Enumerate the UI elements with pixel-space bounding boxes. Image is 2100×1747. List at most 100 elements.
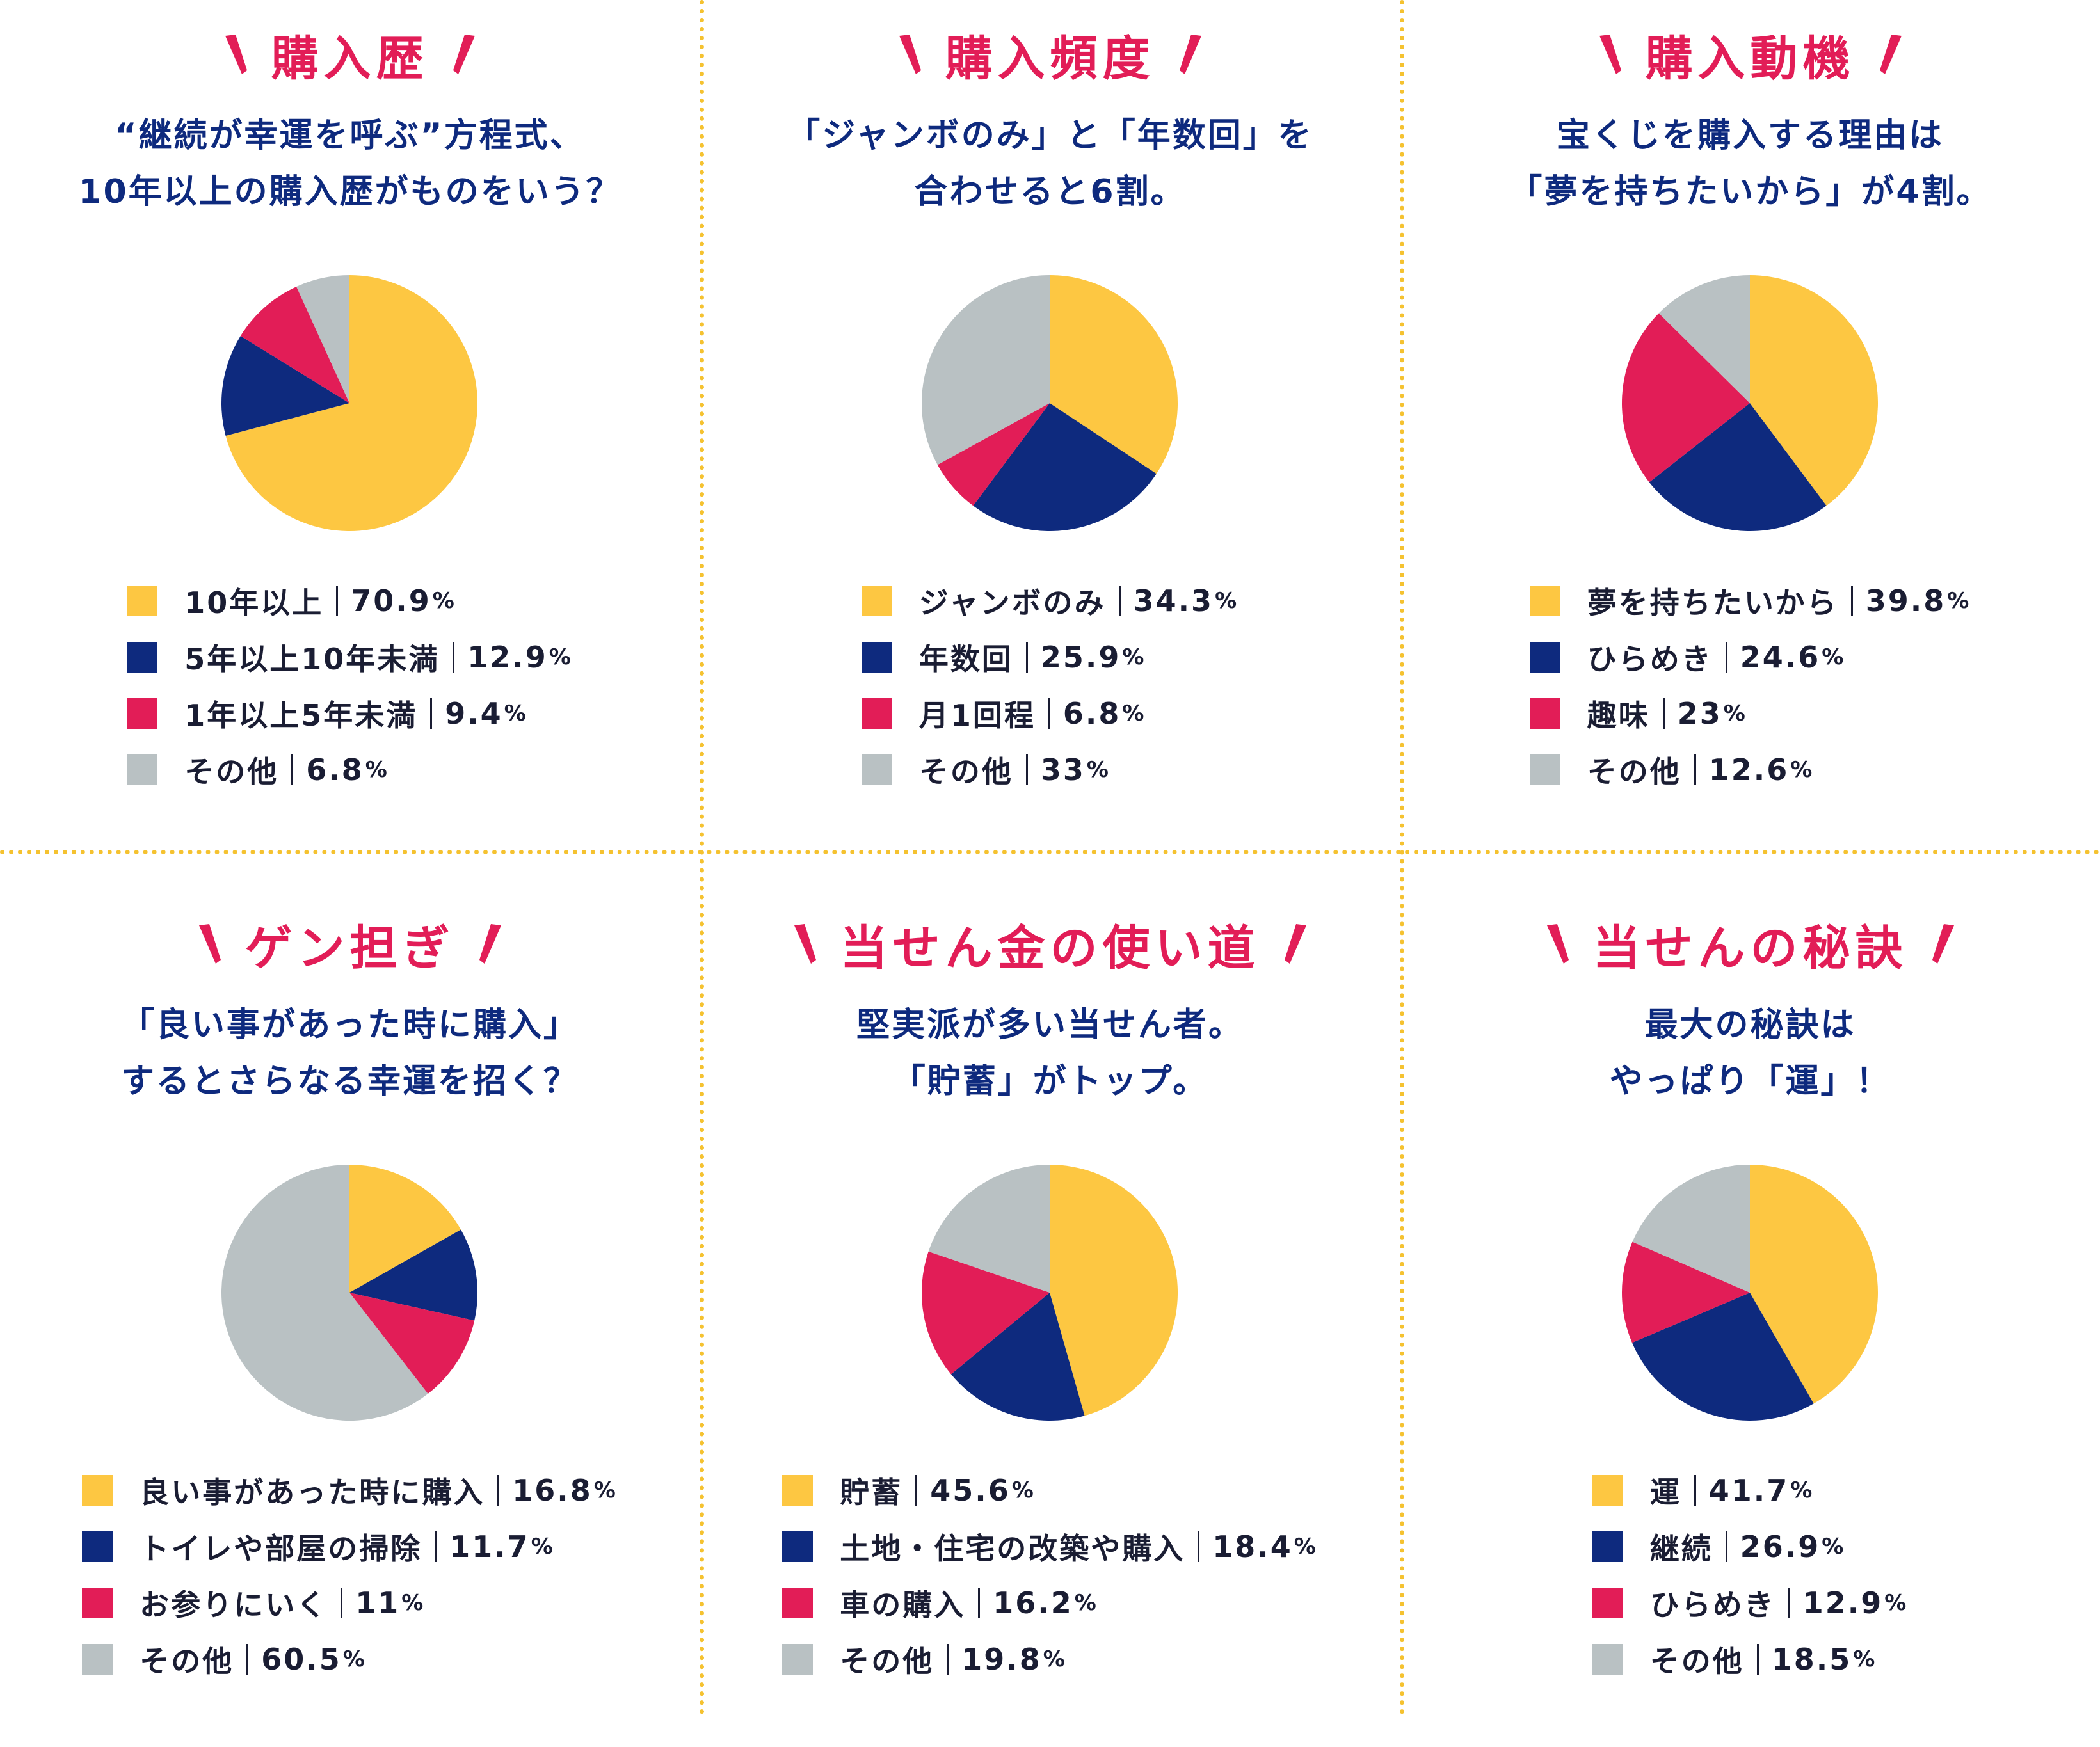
legend-item: 1年以上5年未満 9.4% — [127, 685, 573, 742]
legend-value: 12.9 — [1802, 1586, 1884, 1620]
legend-value: 11 — [355, 1586, 401, 1620]
pie-slice — [296, 275, 349, 403]
legend-value: 24.6 — [1740, 640, 1821, 674]
pie-slice — [1050, 275, 1178, 474]
panel-purchase-motive: 購入動機 宝くじを購入する理由は 「夢を持ちたいから」が4割。 夢を持ちたいから 39.… — [1400, 0, 2100, 858]
pie-slice — [221, 335, 349, 436]
pie-slice — [1658, 275, 1750, 403]
legend-swatch — [861, 642, 892, 673]
legend-separator — [1850, 586, 1853, 616]
pie-chart — [221, 275, 478, 531]
legend-item: ひらめき 12.9% — [1592, 1575, 1909, 1631]
pie-slice — [922, 275, 1050, 465]
panel-heading: ゲン担ぎ — [0, 909, 700, 979]
legend-swatch — [1592, 1475, 1623, 1506]
legend-separator — [435, 1531, 437, 1562]
legend-label: ジャンボのみ — [918, 586, 1106, 620]
left-accent-icon — [1599, 35, 1621, 74]
legend-item: 良い事があった時に購入 16.8% — [82, 1462, 618, 1519]
panel-purchase-frequency: 購入頻度 「ジャンボのみ」と「年数回」を 合わせると6割。 ジャンボのみ 34.3% 年数… — [700, 0, 1400, 858]
percent-unit: % — [1723, 701, 1747, 726]
legend-swatch — [1529, 698, 1560, 729]
legend-item: ひらめき 24.6% — [1529, 629, 1971, 685]
legend-swatch — [1592, 1531, 1623, 1562]
right-accent-icon — [1932, 924, 1954, 964]
legend-item: 土地・住宅の改築や購入 18.4% — [782, 1519, 1318, 1575]
legend-separator — [1694, 754, 1696, 785]
subtitle-line: 堅実派が多い当せん者。 — [856, 1006, 1244, 1044]
pie-slice — [922, 1251, 1050, 1375]
left-accent-icon — [794, 924, 816, 964]
legend-item: その他 6.8% — [127, 742, 573, 798]
percent-unit: % — [1822, 644, 1846, 670]
percent-unit: % — [593, 1478, 618, 1503]
pie-slice — [973, 403, 1157, 531]
pie-chart — [922, 275, 1178, 531]
pie-slice — [1631, 1293, 1814, 1421]
legend-swatch — [782, 1531, 814, 1562]
panel-title: 購入歴 — [271, 31, 429, 86]
pie-slice — [225, 275, 478, 531]
left-accent-icon — [899, 35, 921, 74]
legend-item: その他 60.5% — [82, 1631, 618, 1687]
legend-separator — [1198, 1531, 1200, 1562]
panel-heading: 当せんの秘訣 — [1400, 909, 2100, 979]
legend-swatch — [782, 1588, 814, 1618]
legend-label: 1年以上5年未満 — [184, 698, 418, 733]
legend-label: ひらめき — [1587, 642, 1713, 676]
legend-label: 運 — [1649, 1475, 1681, 1510]
legend-item: ジャンボのみ 34.3% — [861, 573, 1238, 629]
right-accent-icon — [453, 35, 475, 74]
legend-label: その他 — [184, 754, 279, 789]
subtitle-line: 「貯蓄」がトップ。 — [892, 1062, 1208, 1101]
subtitle-line: するとさらなる幸運を招く？ — [120, 1062, 579, 1101]
right-accent-icon — [479, 924, 501, 964]
legend-swatch — [127, 642, 158, 673]
column-divider-left — [700, 0, 704, 1715]
percent-unit: % — [432, 588, 456, 614]
panel-winnings-usage: 当せん金の使い道 堅実派が多い当せん者。 「貯蓄」がトップ。 貯蓄 45.6% 土地・住宅… — [700, 889, 1400, 1747]
legend-separator — [1118, 586, 1121, 616]
legend-value: 26.9 — [1740, 1529, 1821, 1564]
panel-heading: 購入歴 — [0, 19, 700, 90]
legend: 10年以上 70.9% 5年以上10年未満 12.9% 1年以上5年未満 9.4% その他 6… — [0, 573, 700, 798]
percent-unit: % — [1790, 1478, 1815, 1503]
legend: ジャンボのみ 34.3% 年数回 25.9% 月1回程 6.8% その他 33% — [700, 573, 1400, 798]
legend-separator — [947, 1644, 949, 1675]
legend-separator — [497, 1475, 500, 1506]
legend-swatch — [127, 586, 158, 616]
subtitle-line: 最大の秘訣は — [1644, 1006, 1856, 1044]
legend-item: その他 12.6% — [1529, 742, 1971, 798]
legend-separator — [1756, 1644, 1759, 1675]
pie-slice — [349, 1165, 461, 1293]
legend-swatch — [1592, 1588, 1623, 1618]
legend-label: 5年以上10年未満 — [184, 642, 440, 676]
legend-value: 23 — [1677, 696, 1722, 731]
subtitle-line: “継続が幸運を呼ぶ”方程式、 — [115, 116, 585, 155]
panel-winning-secret: 当せんの秘訣 最大の秘訣は やっぱり「運」！ 運 41.7% 継続 26.9% ひらめき 12.… — [1400, 889, 2100, 1747]
legend-item: 車の購入 16.2% — [782, 1575, 1318, 1631]
legend-separator — [1025, 642, 1028, 673]
panel-heading: 購入頻度 — [700, 19, 1400, 90]
percent-unit: % — [1822, 1534, 1846, 1560]
legend-separator — [1048, 698, 1050, 729]
legend-item: 月1回程 6.8% — [861, 685, 1238, 742]
percent-unit: % — [1011, 1478, 1036, 1503]
legend-value: 6.8 — [306, 753, 364, 787]
legend-label: 年数回 — [918, 642, 1013, 676]
pie-slice — [950, 1293, 1085, 1421]
pie-slice — [349, 1229, 477, 1321]
legend-item: 運 41.7% — [1592, 1462, 1909, 1519]
column-divider-right — [1400, 0, 1404, 1715]
percent-unit: % — [1074, 1590, 1098, 1616]
legend-label: 車の購入 — [840, 1588, 966, 1622]
legend-value: 18.4 — [1212, 1529, 1293, 1564]
panel-heading: 当せん金の使い道 — [700, 909, 1400, 979]
legend: 夢を持ちたいから 39.8% ひらめき 24.6% 趣味 23% その他 12.6% — [1400, 573, 2100, 798]
legend-swatch — [1529, 586, 1560, 616]
legend-swatch — [861, 586, 892, 616]
legend-swatch — [1529, 642, 1560, 673]
legend-item: お参りにいく 11% — [82, 1575, 618, 1631]
percent-unit: % — [1884, 1590, 1909, 1616]
legend-separator — [246, 1644, 249, 1675]
